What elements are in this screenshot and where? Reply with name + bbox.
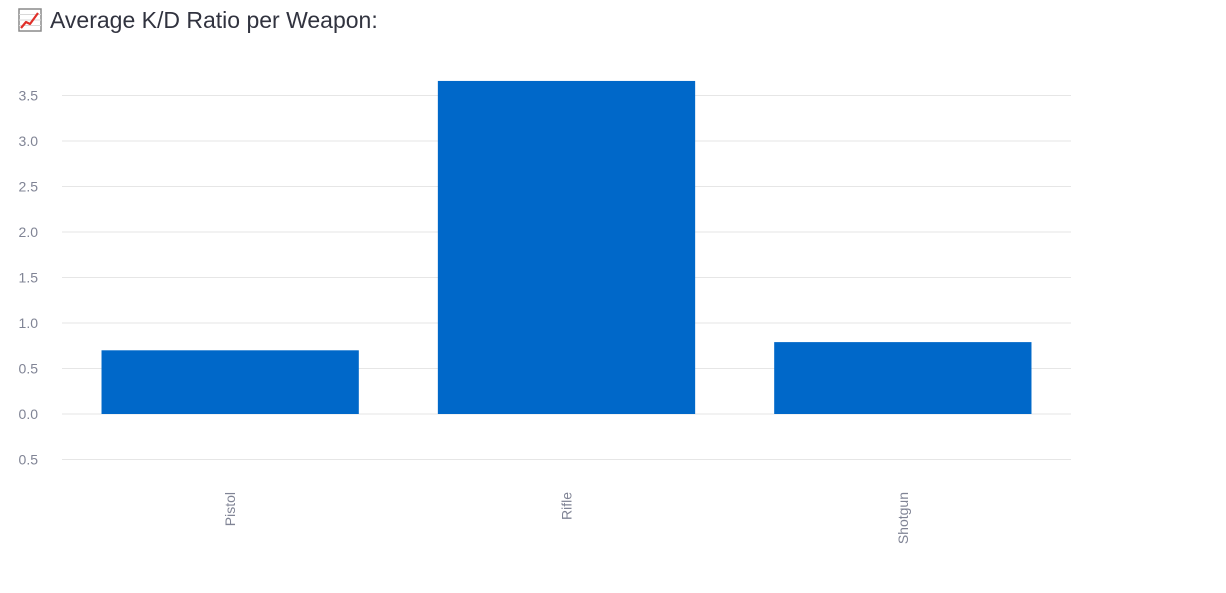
bar-rifle[interactable] xyxy=(437,80,696,414)
y-tick-label: 0.5 xyxy=(19,361,39,377)
bar-shotgun[interactable] xyxy=(774,342,1032,414)
y-axis-ticks: 0.5 0.0 0.5 1.0 1.5 2.0 2.5 3.0 3.5 xyxy=(19,88,39,468)
x-tick-label-rifle: Rifle xyxy=(559,492,575,520)
y-tick-label: 3.5 xyxy=(19,88,39,104)
chart-increasing-icon xyxy=(18,8,42,32)
y-tick-label: 1.5 xyxy=(19,270,39,286)
chart-heading: Average K/D Ratio per Weapon: xyxy=(18,4,378,36)
bar-chart: 0.5 0.0 0.5 1.0 1.5 2.0 2.5 3.0 3.5 Pistol Rifle S… xyxy=(0,40,1226,593)
x-tick-label-shotgun: Shotgun xyxy=(895,492,911,544)
y-tick-label: 3.0 xyxy=(19,133,39,149)
x-axis-ticks: Pistol Rifle Shotgun xyxy=(222,492,911,544)
chart-heading-text: Average K/D Ratio per Weapon: xyxy=(50,6,378,33)
y-tick-label: 2.0 xyxy=(19,224,39,240)
y-tick-label: 0.0 xyxy=(19,406,39,422)
y-tick-label: 0.5 xyxy=(19,452,39,468)
x-tick-label-pistol: Pistol xyxy=(222,492,238,526)
y-tick-label: 1.0 xyxy=(19,315,39,331)
y-tick-label: 2.5 xyxy=(19,179,39,195)
bars xyxy=(101,80,1032,414)
bar-chart-svg: 0.5 0.0 0.5 1.0 1.5 2.0 2.5 3.0 3.5 Pistol Rifle S… xyxy=(19,80,1071,544)
bar-pistol[interactable] xyxy=(101,350,359,414)
